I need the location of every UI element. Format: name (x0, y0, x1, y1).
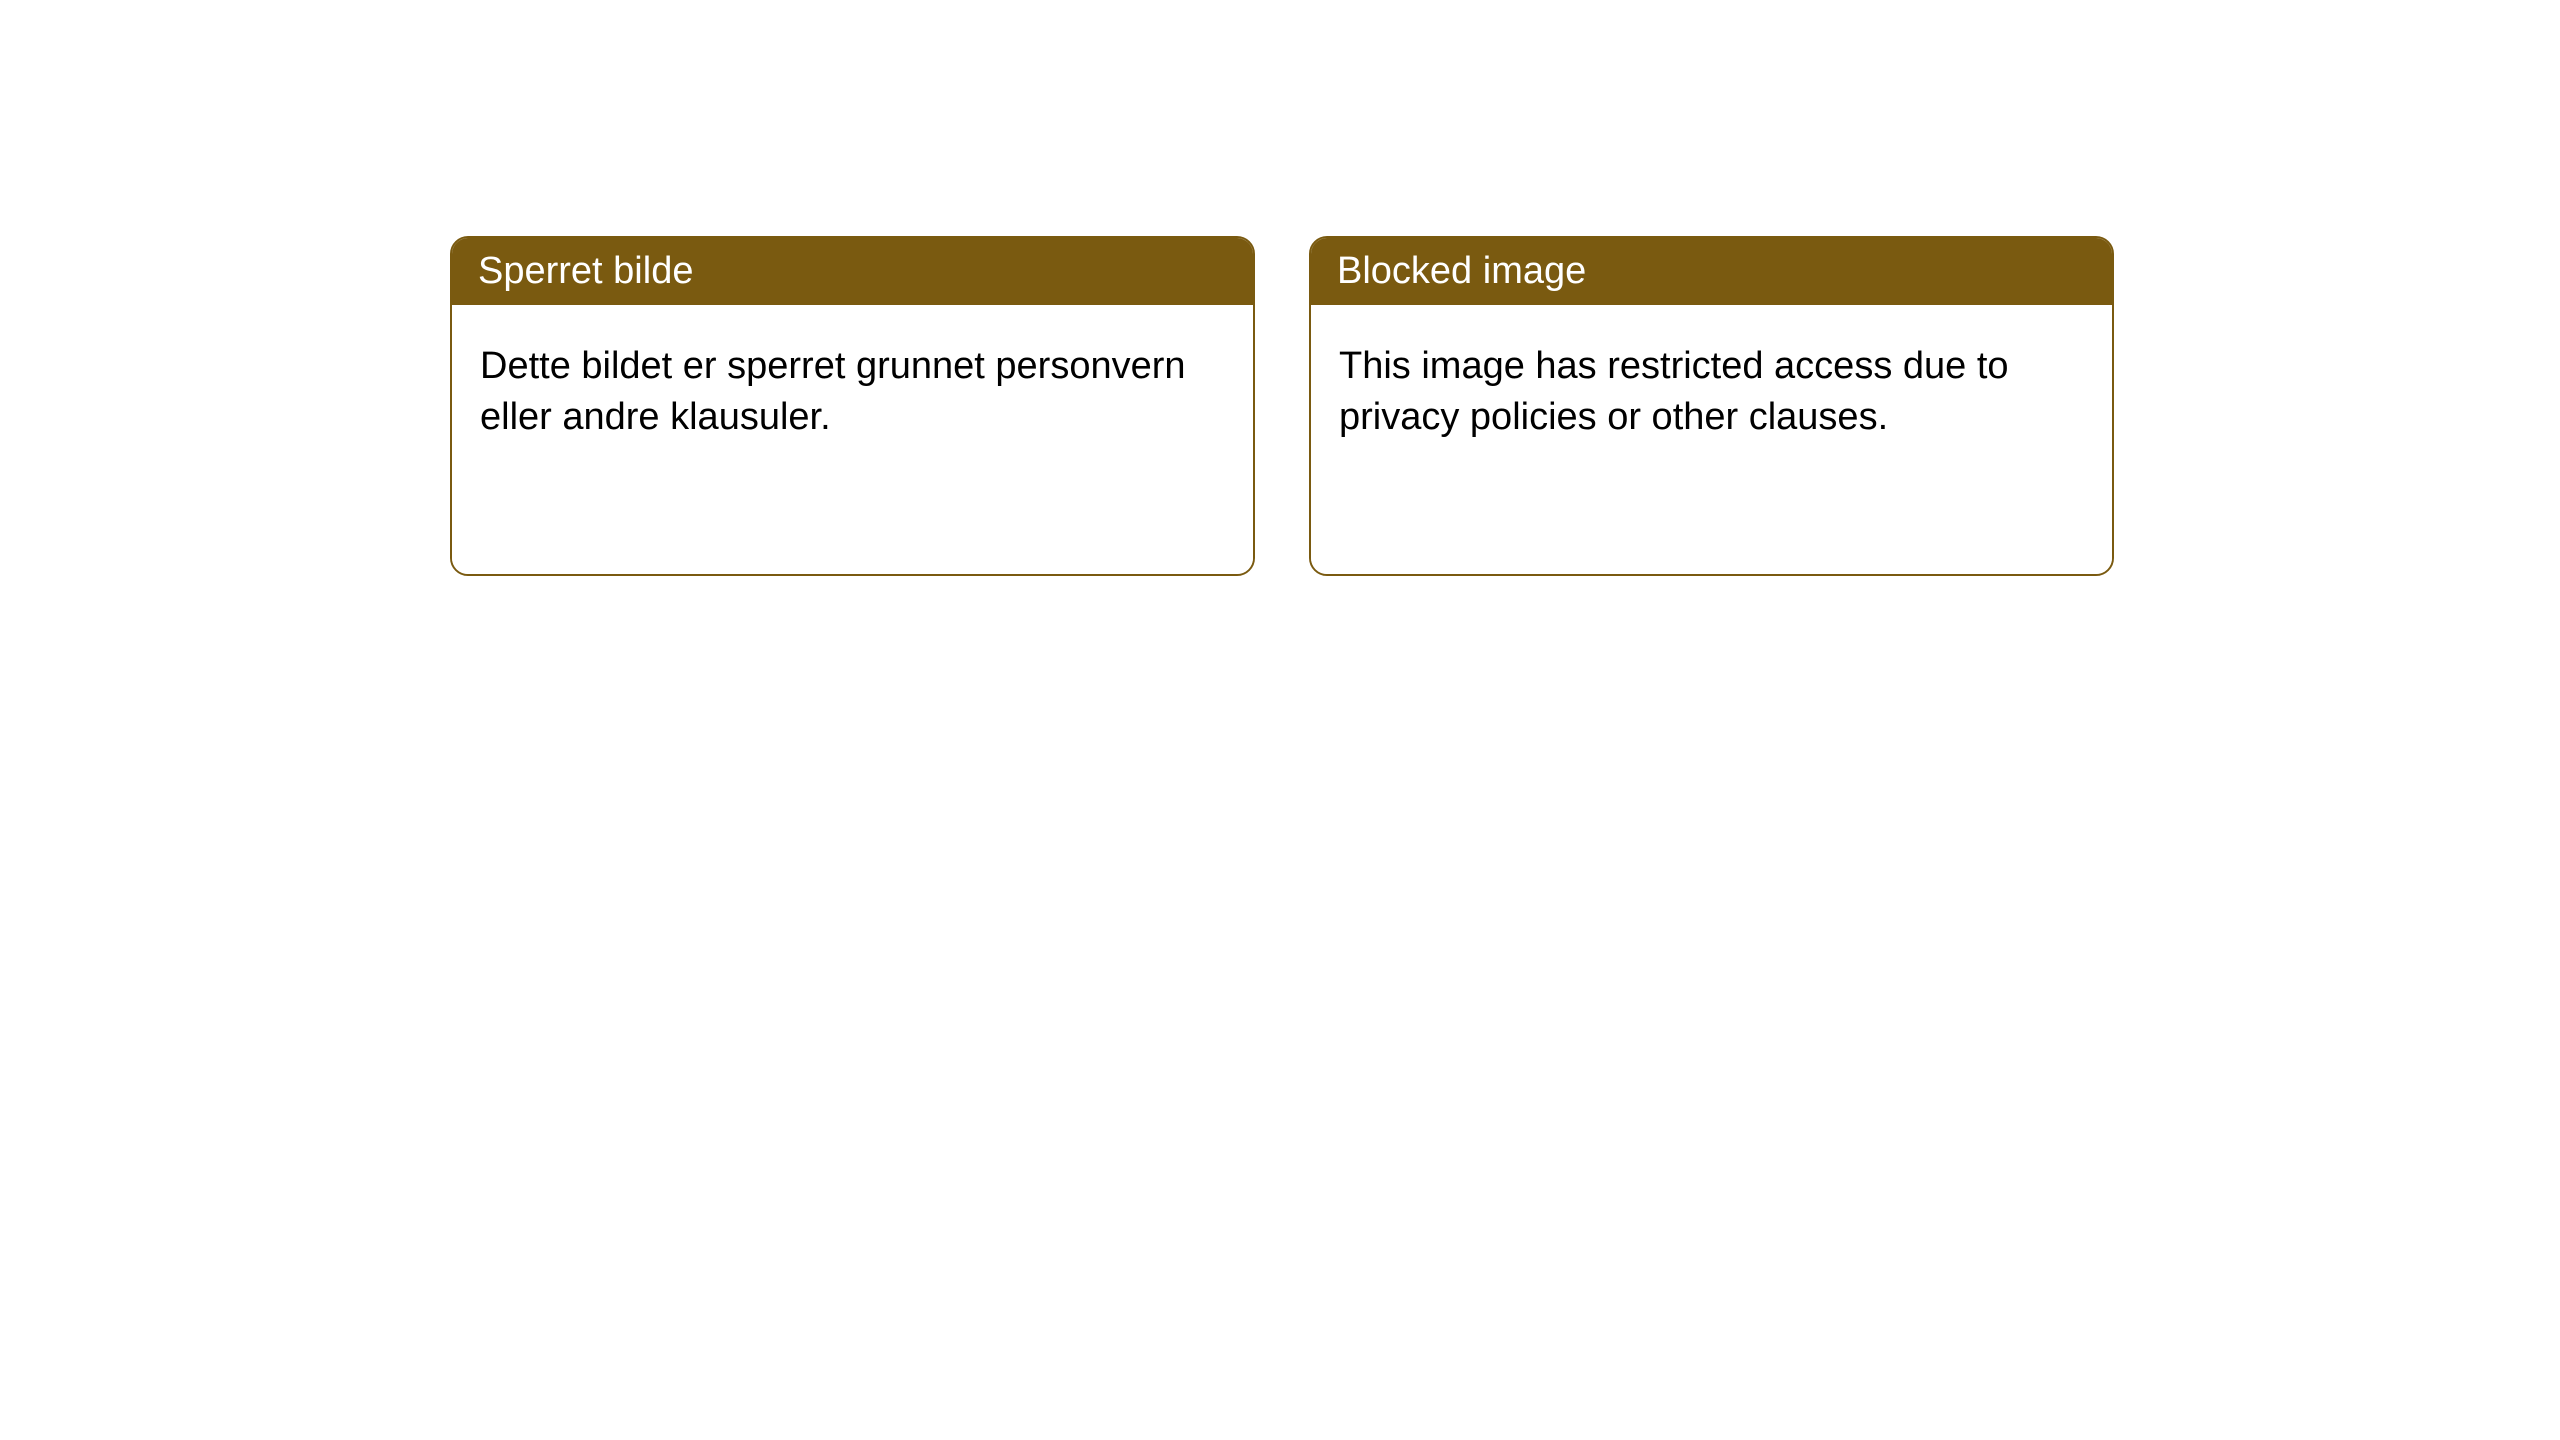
card-title-no: Sperret bilde (478, 250, 693, 292)
blocked-image-card-no: Sperret bilde Dette bildet er sperret gr… (450, 236, 1255, 576)
card-body-en: This image has restricted access due to … (1311, 305, 2112, 574)
card-message-en: This image has restricted access due to … (1339, 345, 2009, 438)
card-body-no: Dette bildet er sperret grunnet personve… (452, 305, 1253, 574)
card-title-en: Blocked image (1337, 250, 1586, 292)
card-message-no: Dette bildet er sperret grunnet personve… (480, 345, 1186, 438)
blocked-image-cards: Sperret bilde Dette bildet er sperret gr… (450, 236, 2114, 576)
blocked-image-card-en: Blocked image This image has restricted … (1309, 236, 2114, 576)
card-header-no: Sperret bilde (452, 238, 1253, 305)
card-header-en: Blocked image (1311, 238, 2112, 305)
